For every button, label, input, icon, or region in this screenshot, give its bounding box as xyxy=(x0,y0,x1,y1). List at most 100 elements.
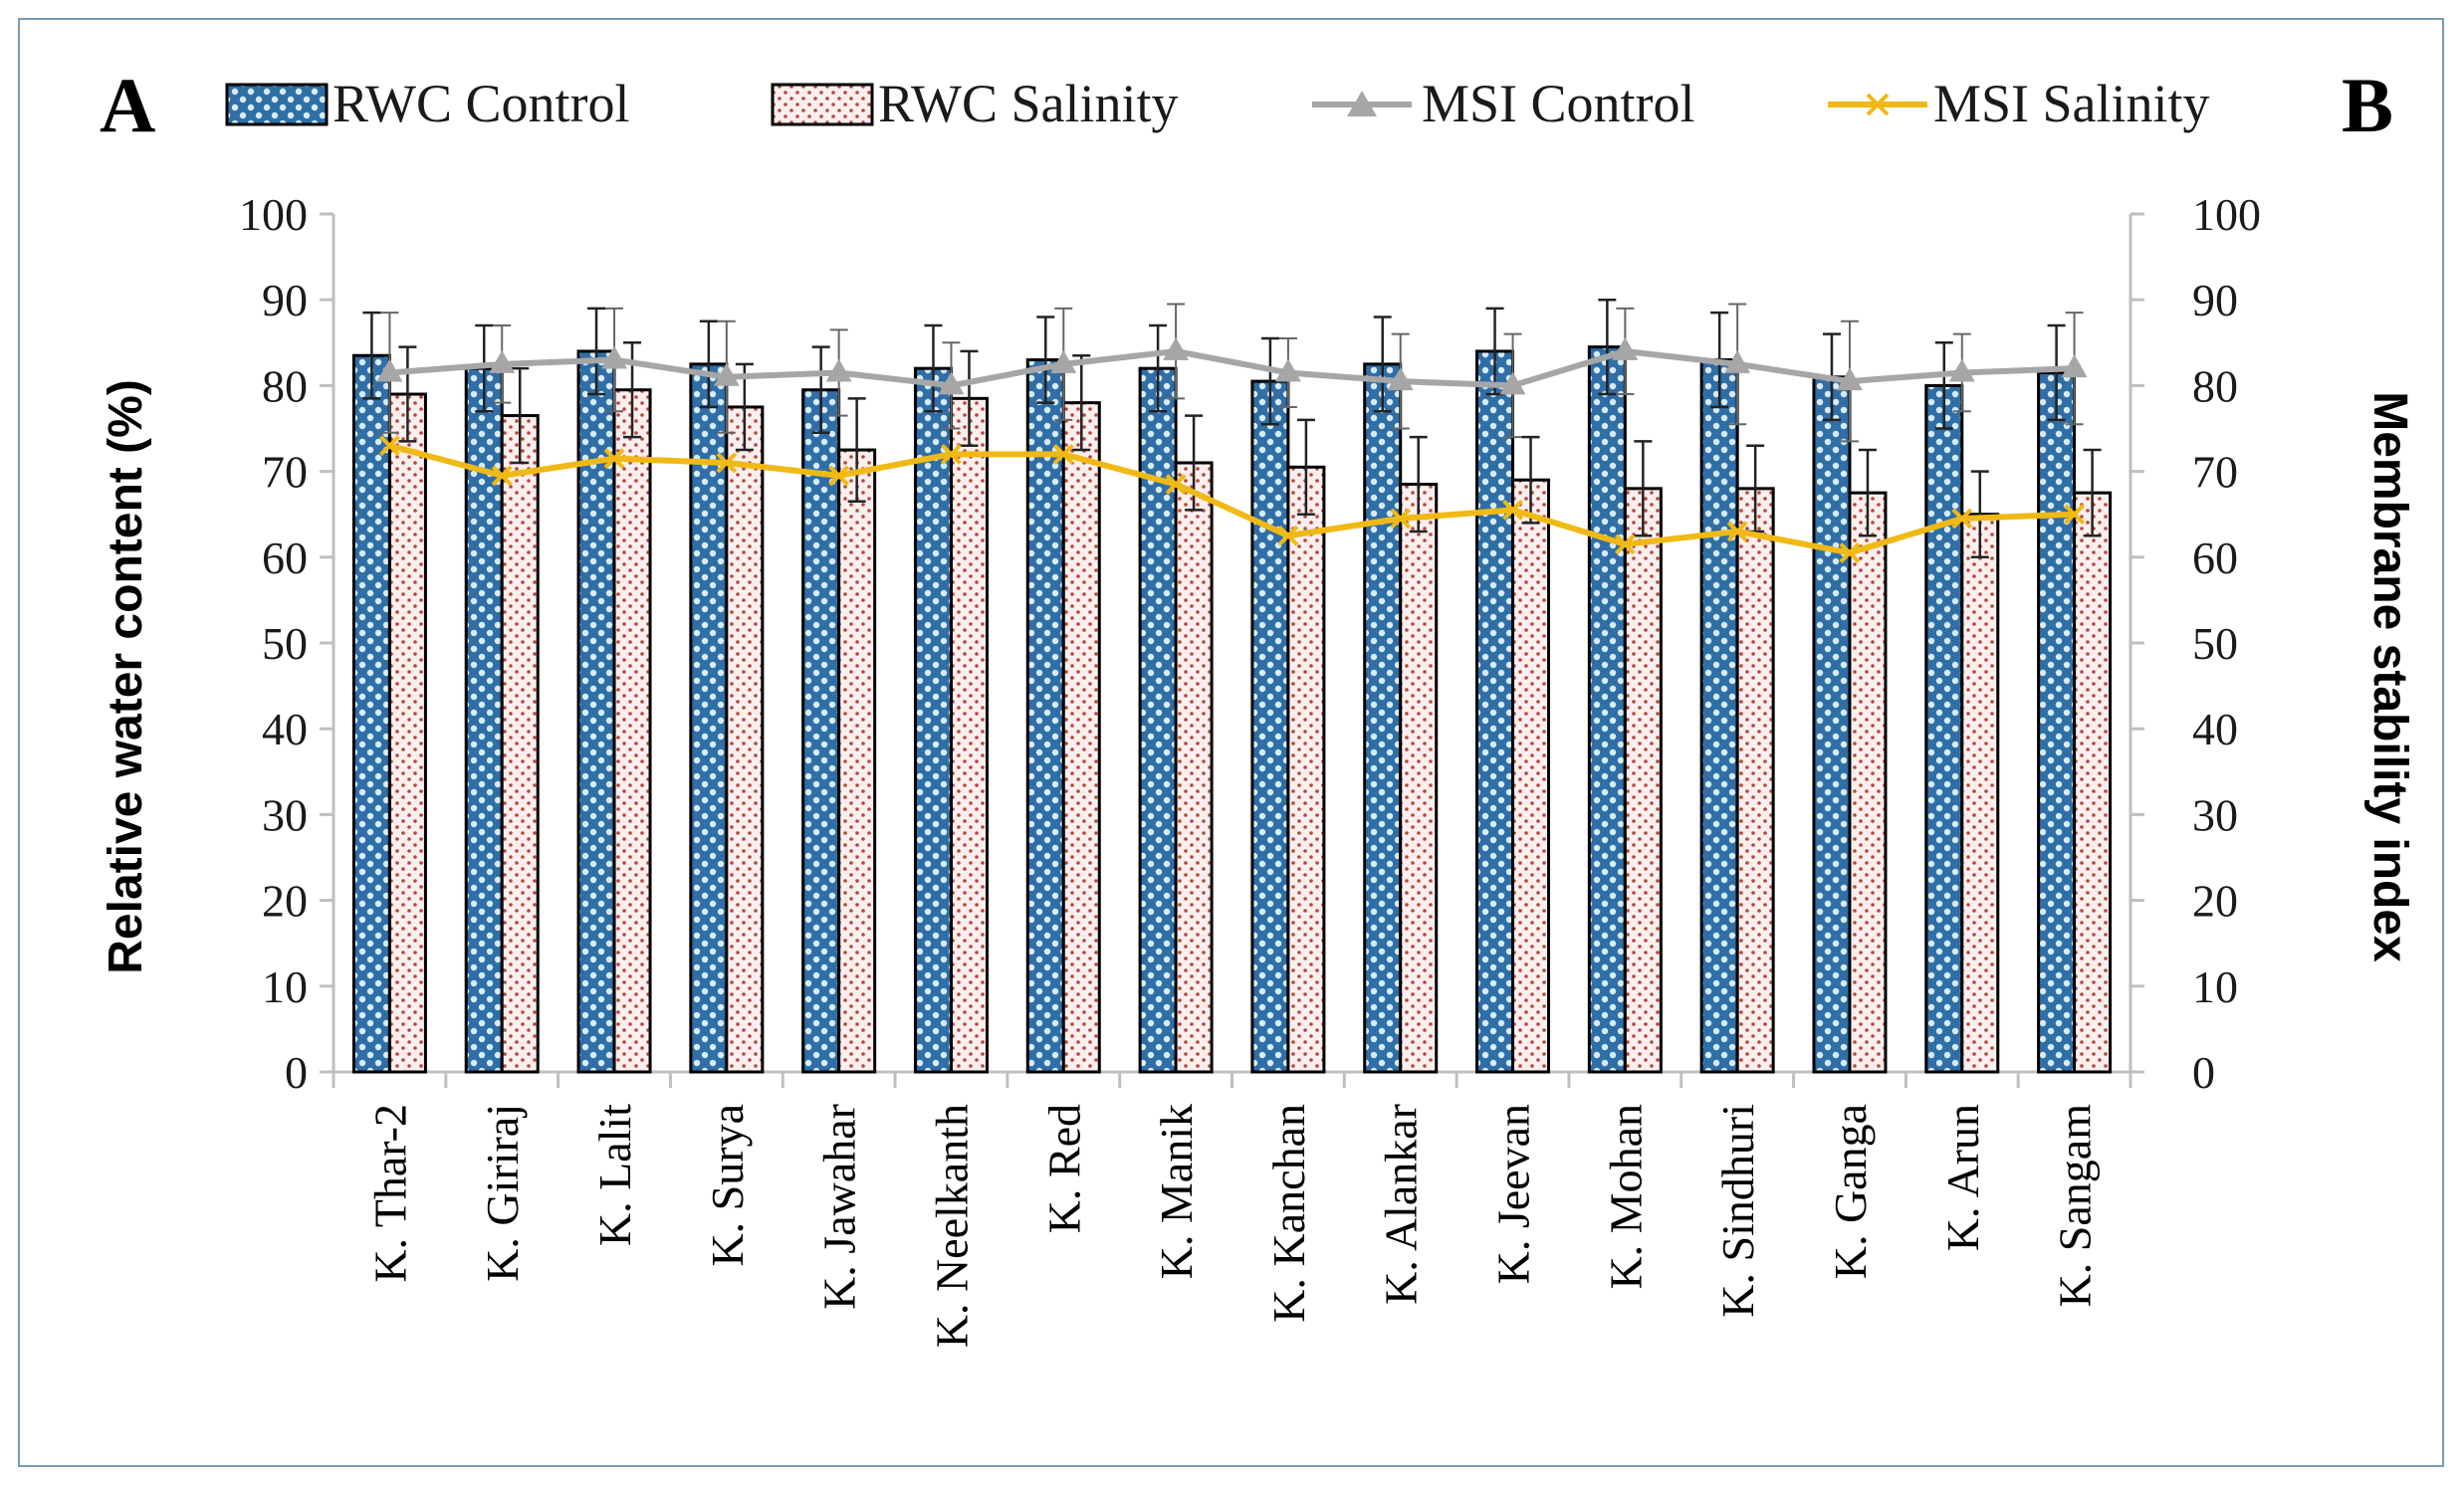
x-category-label: K. Jawahar xyxy=(814,1104,865,1310)
error-bar-rwc-control xyxy=(362,311,381,400)
point-msi-control xyxy=(376,358,403,382)
point-msi-control xyxy=(601,345,628,369)
error-bar-rwc-salinity-path xyxy=(398,345,417,443)
x-category-label: K. Kanchan xyxy=(1263,1104,1314,1323)
point-msi-control xyxy=(1948,358,1975,382)
error-bar-rwc-control xyxy=(1373,316,1392,413)
bar-rwc-control xyxy=(913,366,953,1074)
legend-label-rwc-control: RWC Control xyxy=(333,74,630,133)
bar-rwc-salinity xyxy=(1735,487,1775,1074)
error-bar-rwc-control-path xyxy=(1036,316,1055,404)
error-bar-rwc-salinity xyxy=(1296,418,1315,516)
x-category-label: K. Surya xyxy=(702,1104,753,1267)
x-category-label: K. Red xyxy=(1038,1104,1089,1233)
line-msi-control xyxy=(389,347,2075,389)
error-bar-rwc-control-path xyxy=(1373,316,1392,413)
y-tick-label: 70 xyxy=(262,447,308,498)
y-tick-label: 60 xyxy=(262,532,308,583)
point-msi-control xyxy=(1163,336,1190,360)
legend-label-msi-control: MSI Control xyxy=(1422,74,1695,133)
y2-tick-label: 0 xyxy=(2192,1047,2215,1098)
error-bar-rwc-salinity-path xyxy=(1970,470,1989,559)
y-tick-label: 30 xyxy=(262,789,308,840)
bar-rwc-salinity xyxy=(1286,465,1326,1074)
x-category-label: K. Mohan xyxy=(1600,1104,1651,1290)
error-bar-rwc-salinity-path xyxy=(1072,353,1091,452)
y-tick-label: 20 xyxy=(262,876,308,927)
lines xyxy=(376,303,2088,563)
x-category-label: K. Sangam xyxy=(2050,1104,2101,1308)
error-bar-rwc-salinity xyxy=(398,345,417,443)
point-msi-control xyxy=(713,362,740,386)
point-msi-salinity xyxy=(2064,504,2086,526)
error-bar-rwc-control-path xyxy=(1149,323,1168,413)
bar-rwc-control xyxy=(1812,375,1852,1074)
error-bar-rwc-control xyxy=(587,307,606,396)
axes: 0 0 10 10 20 20 30 30 40 40 50 50 60 60 70 70 80 80 90 90 10… xyxy=(239,189,2261,1348)
point-msi-control xyxy=(1050,349,1077,373)
error-bar-rwc-control-path xyxy=(2047,323,2066,422)
error-bar-rwc-salinity xyxy=(960,349,979,447)
bar-rwc-salinity xyxy=(387,392,427,1074)
error-bar-rwc-control xyxy=(1260,336,1279,426)
y-axis-title: Relative water content (%) xyxy=(100,379,152,973)
y2-tick-label: 60 xyxy=(2192,532,2238,583)
error-bar-rwc-control xyxy=(699,319,718,409)
error-bar-rwc-salinity xyxy=(1521,435,1540,525)
error-bar-rwc-salinity-path xyxy=(1858,448,1877,537)
error-bar-rwc-salinity-path xyxy=(847,397,866,504)
legend: RWC Control RWC Salinity MSI Control MSI… xyxy=(225,74,2210,133)
bar-rwc-salinity xyxy=(2073,491,2113,1074)
error-bar-rwc-control-path xyxy=(587,307,606,396)
legend-item-msi-control: MSI Control xyxy=(1312,74,1695,133)
point-msi-salinity xyxy=(1839,542,1861,563)
bar-rwc-salinity xyxy=(1399,483,1439,1074)
x-category-label: K. Neelkanth xyxy=(926,1104,977,1348)
legend-item-rwc-control: RWC Control xyxy=(225,74,630,133)
bar-rwc-salinity xyxy=(500,414,540,1074)
point-msi-salinity xyxy=(1277,525,1299,546)
y-tick-label: 0 xyxy=(285,1047,308,1098)
x-category-label: K. Thar-2 xyxy=(364,1104,415,1283)
bar-rwc-control xyxy=(351,353,391,1074)
bar-rwc-control xyxy=(1363,362,1403,1074)
point-msi-salinity xyxy=(1726,521,1748,542)
x-category-label: K. Ganga xyxy=(1825,1104,1876,1279)
y-tick-label: 100 xyxy=(239,189,308,240)
bar-rwc-control xyxy=(1699,358,1739,1074)
bars xyxy=(351,298,2113,1074)
y-tick-label: 40 xyxy=(262,704,308,754)
bar-rwc-control xyxy=(464,366,504,1074)
y2-tick-label: 10 xyxy=(2192,961,2238,1012)
x-category-label: K. Arun xyxy=(1937,1104,1988,1251)
x-category-label: K. Sindhuri xyxy=(1712,1104,1763,1318)
bar-rwc-salinity xyxy=(1511,478,1551,1074)
point-msi-salinity xyxy=(1165,474,1187,495)
legend-label-msi-salinity: MSI Salinity xyxy=(1933,74,2210,133)
error-bar-rwc-salinity xyxy=(1858,448,1877,537)
bar-rwc-salinity xyxy=(837,448,877,1074)
y2-tick-label: 50 xyxy=(2192,618,2238,669)
error-bar-rwc-control-path xyxy=(811,345,830,435)
y-tick-label: 90 xyxy=(262,275,308,325)
error-bar-rwc-salinity-path xyxy=(2083,448,2102,537)
error-bar-rwc-control xyxy=(811,345,830,435)
legend-label-rwc-salinity: RWC Salinity xyxy=(878,74,1179,133)
bar-rwc-control xyxy=(1250,379,1290,1074)
error-bar-rwc-control xyxy=(2047,323,2066,422)
error-bar-rwc-salinity-path xyxy=(1296,418,1315,516)
legend-swatch-rwc-salinity xyxy=(771,83,874,126)
y2-axis-title: Membrane stability index xyxy=(2363,391,2416,962)
error-bar-rwc-control xyxy=(1036,316,1055,404)
error-bar-rwc-control-path xyxy=(1598,298,1617,396)
error-bar-rwc-salinity-path xyxy=(511,366,530,465)
x-category-label: K. Jeevan xyxy=(1488,1104,1539,1284)
point-msi-salinity xyxy=(378,435,400,457)
bar-rwc-salinity xyxy=(1061,401,1101,1074)
error-bar-rwc-salinity-path xyxy=(1521,435,1540,525)
y2-tick-label: 80 xyxy=(2192,360,2238,411)
bar-rwc-control xyxy=(576,349,616,1074)
y-tick-label: 50 xyxy=(262,618,308,669)
point-msi-control xyxy=(1499,371,1526,395)
error-bar-rwc-control-path xyxy=(699,319,718,409)
